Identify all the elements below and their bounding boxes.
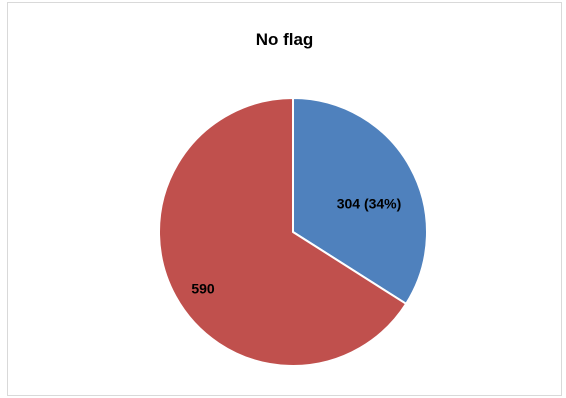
chart-title: No flag xyxy=(255,30,314,49)
data-label-0: 304 (34%) xyxy=(337,196,402,212)
pie-slices xyxy=(157,97,428,367)
pie-data-labels: 304 (34%) 590 xyxy=(191,196,401,297)
data-label-1: 590 xyxy=(191,281,215,297)
pie-slice-1 xyxy=(157,97,408,367)
